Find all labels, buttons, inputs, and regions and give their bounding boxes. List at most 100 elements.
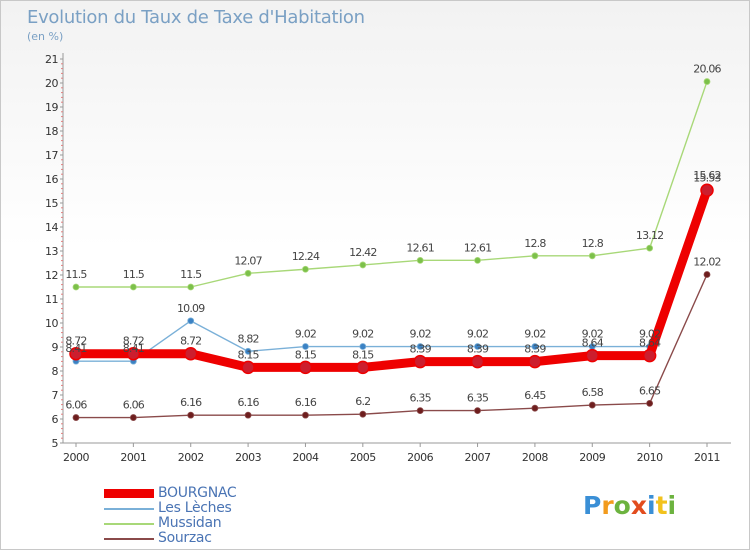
legend-item-mussidan: Mussidan	[104, 516, 236, 531]
legend-label: BOURGNAC	[158, 485, 237, 501]
data-label-mussidan: 12.24	[292, 250, 320, 263]
data-point-sourzac	[416, 407, 424, 415]
y-tick-label: 12	[45, 269, 58, 282]
y-tick-label: 17	[45, 149, 58, 162]
data-label-sourzac: 6.35	[410, 392, 432, 405]
data-point-sourzac	[359, 410, 367, 418]
data-label-les-leches: 9.02	[410, 328, 431, 341]
data-label-les-leches: 9.02	[352, 328, 373, 341]
data-point-bourgnac	[642, 348, 657, 363]
data-label-bourgnac: 8.15	[237, 348, 259, 361]
x-tick-label: 2001	[120, 451, 146, 464]
data-label-sourzac: 6.2	[355, 395, 370, 408]
x-tick-label: 2004	[292, 451, 318, 464]
data-label-bourgnac: 8.39	[410, 343, 432, 356]
data-label-bourgnac: 8.15	[295, 348, 317, 361]
data-point-mussidan	[703, 78, 711, 85]
data-label-les-leches: 8.41	[123, 342, 144, 355]
data-point-mussidan	[359, 261, 367, 269]
data-label-mussidan: 12.61	[464, 241, 492, 254]
chart-title: Evolution du Taux de Taxe d'Habitation	[27, 7, 365, 28]
y-tick-label: 9	[52, 341, 59, 354]
data-label-sourzac: 6.65	[639, 384, 661, 397]
legend-label: Sourzac	[158, 530, 212, 546]
x-tick-label: 2010	[637, 451, 663, 464]
x-tick-label: 2006	[407, 451, 433, 464]
legend-item-bourgnac: BOURGNAC	[104, 485, 237, 501]
data-label-les-leches: 8.41	[65, 342, 86, 355]
data-point-mussidan	[416, 256, 424, 264]
data-point-bourgnac	[700, 183, 714, 198]
data-point-les-leches	[359, 343, 367, 350]
legend-swatch-mussidan	[104, 522, 154, 525]
data-point-bourgnac	[241, 360, 255, 375]
data-label-bourgnac: 8.64	[582, 337, 604, 350]
data-point-mussidan	[187, 283, 195, 291]
series-line-sourzac	[75, 273, 708, 419]
chart-subtitle: (en %)	[27, 30, 64, 43]
data-point-les-leches	[474, 343, 481, 350]
data-point-mussidan	[302, 265, 309, 273]
data-point-bourgnac	[356, 360, 370, 375]
x-tick-label: 2008	[522, 451, 548, 464]
y-tick-label: 20	[45, 77, 58, 90]
y-tick-label: 11	[45, 293, 58, 306]
data-label-bourgnac: 8.15	[352, 348, 374, 361]
data-point-bourgnac	[413, 354, 427, 369]
data-point-sourzac	[244, 411, 252, 419]
series-line-bourgnac	[71, 185, 712, 372]
data-point-mussidan	[588, 252, 596, 260]
data-label-bourgnac: 8.72	[180, 335, 201, 348]
legend-label: Les Lèches	[158, 500, 232, 516]
data-label-mussidan: 20.06	[693, 63, 721, 76]
data-point-bourgnac	[183, 346, 198, 361]
data-point-bourgnac	[126, 346, 141, 361]
x-tick-label: 2002	[178, 451, 204, 464]
y-tick-label: 6	[52, 413, 59, 426]
data-point-sourzac	[646, 399, 654, 407]
y-tick-label: 8	[52, 365, 59, 378]
y-tick-label: 10	[45, 317, 58, 330]
x-tick-label: 2011	[694, 451, 720, 464]
data-label-sourzac: 6.35	[467, 392, 489, 405]
data-label-les-leches: 10.09	[177, 302, 205, 315]
data-label-bourgnac: 8.72	[123, 335, 144, 348]
data-label-les-leches: 9.02	[639, 328, 660, 341]
data-point-bourgnac	[470, 354, 485, 369]
y-tick-label: 13	[45, 245, 58, 258]
data-point-bourgnac	[585, 348, 600, 363]
data-label-les-leches: 9.02	[467, 328, 488, 341]
data-label-bourgnac: 8.72	[65, 335, 86, 348]
data-label-bourgnac: 8.39	[524, 343, 546, 356]
data-point-les-leches	[416, 343, 424, 350]
proxiti-logo: Proxiti	[583, 491, 676, 520]
data-point-sourzac	[72, 414, 80, 421]
logo-letter: x	[630, 491, 647, 520]
data-label-sourzac: 6.45	[524, 389, 546, 402]
logo-letter: o	[613, 491, 631, 520]
data-point-mussidan	[646, 244, 654, 252]
y-tick-label: 5	[52, 437, 59, 450]
data-point-les-leches	[531, 343, 539, 350]
data-label-les-leches: 9.02	[295, 328, 316, 341]
data-label-mussidan: 11.5	[180, 268, 202, 281]
x-tick-label: 2007	[465, 451, 491, 464]
data-point-sourzac	[129, 414, 137, 421]
data-label-les-leches: 9.02	[524, 328, 545, 341]
y-tick-label: 19	[45, 101, 58, 114]
data-point-mussidan	[72, 283, 80, 291]
data-point-mussidan	[129, 283, 137, 291]
logo-letter: r	[601, 491, 614, 520]
data-label-mussidan: 12.07	[234, 254, 262, 267]
data-label-sourzac: 6.16	[180, 396, 202, 409]
series-line-les-leches	[75, 187, 708, 362]
data-point-sourzac	[703, 271, 711, 278]
data-point-mussidan	[531, 252, 539, 260]
legend-swatch-bourgnac	[104, 489, 154, 498]
data-point-sourzac	[531, 404, 539, 412]
y-tick-label: 15	[45, 197, 58, 210]
y-tick-label: 16	[45, 173, 58, 186]
data-label-bourgnac: 15.53	[693, 171, 721, 184]
data-label-mussidan: 12.42	[349, 246, 377, 259]
